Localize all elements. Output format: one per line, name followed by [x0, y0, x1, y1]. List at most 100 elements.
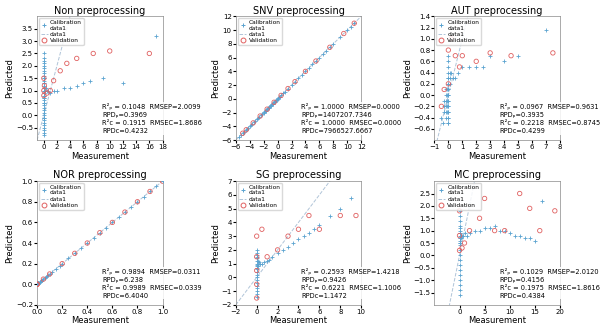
Calibration
data1 — [443, 92, 453, 98]
Calibration
data1 — [329, 41, 338, 46]
Calibration
data1 — [39, 68, 49, 73]
Calibration
data1 — [271, 98, 281, 103]
Calibration
data1 — [541, 28, 551, 33]
Calibration
data1 — [58, 261, 67, 266]
Calibration
data1 — [443, 70, 453, 75]
Calibration
data1 — [39, 95, 49, 101]
Calibration
data1 — [39, 127, 49, 133]
Calibration
data1 — [335, 34, 345, 40]
Calibration
data1 — [245, 124, 254, 129]
Calibration
data1 — [451, 75, 460, 81]
Calibration
data1 — [32, 282, 42, 287]
Validation — [460, 240, 469, 246]
Calibration
data1 — [41, 274, 50, 280]
Calibration
data1 — [445, 81, 455, 86]
Calibration
data1 — [254, 260, 263, 265]
Validation — [39, 88, 49, 93]
Calibration
data1 — [439, 104, 449, 109]
Title: SNV preprocessing: SNV preprocessing — [253, 6, 344, 16]
Calibration
data1 — [145, 189, 155, 194]
Text: R²ₚ = 1.0000  RMSEP=0.0000
RPDₚ=1407207.7346
R²ᴄ = 1.0000  RMSEC=0.0000
RPDᴄ=796: R²ₚ = 1.0000 RMSEP=0.0000 RPDₚ=1407207.7… — [301, 103, 401, 134]
Calibration
data1 — [39, 115, 49, 120]
Calibration
data1 — [32, 282, 42, 287]
Validation — [145, 51, 154, 56]
Y-axis label: Predicted: Predicted — [403, 58, 412, 98]
Calibration
data1 — [64, 256, 73, 261]
Calibration
data1 — [443, 64, 453, 70]
Calibration
data1 — [455, 248, 464, 253]
Calibration
data1 — [252, 289, 262, 294]
Calibration
data1 — [252, 266, 262, 272]
Validation — [455, 64, 464, 70]
Title: MC preprocessing: MC preprocessing — [454, 170, 541, 180]
Validation — [39, 93, 49, 98]
Calibration
data1 — [273, 96, 283, 102]
Validation — [262, 254, 272, 260]
Calibration
data1 — [445, 70, 455, 75]
Calibration
data1 — [287, 82, 296, 88]
Calibration
data1 — [441, 115, 451, 120]
Calibration
data1 — [239, 129, 249, 134]
Validation — [500, 228, 509, 233]
Calibration
data1 — [443, 98, 453, 103]
Validation — [39, 75, 49, 81]
Calibration
data1 — [443, 87, 453, 92]
Calibration
data1 — [39, 100, 49, 106]
Calibration
data1 — [349, 21, 359, 26]
Calibration
data1 — [465, 230, 475, 236]
Validation — [351, 213, 361, 218]
Calibration
data1 — [264, 105, 274, 111]
Calibration
data1 — [443, 81, 453, 86]
Calibration
data1 — [455, 240, 465, 246]
Validation — [290, 79, 300, 84]
Calibration
data1 — [442, 109, 452, 115]
Validation — [107, 220, 117, 225]
Calibration
data1 — [252, 272, 262, 277]
Calibration
data1 — [127, 204, 136, 210]
Validation — [485, 50, 495, 56]
Calibration
data1 — [293, 75, 303, 81]
Calibration
data1 — [443, 87, 453, 92]
Validation — [88, 51, 98, 56]
Calibration
data1 — [513, 53, 523, 58]
Validation — [314, 227, 324, 232]
Validation — [311, 58, 320, 64]
Calibration
data1 — [39, 132, 49, 138]
Calibration
data1 — [254, 114, 264, 119]
Validation — [58, 261, 67, 266]
Calibration
data1 — [455, 287, 464, 293]
Calibration
data1 — [304, 231, 314, 236]
Validation — [95, 230, 104, 235]
Calibration
data1 — [455, 235, 465, 241]
Calibration
data1 — [478, 64, 488, 70]
Calibration
data1 — [252, 256, 262, 261]
Calibration
data1 — [299, 233, 308, 239]
Calibration
data1 — [259, 260, 269, 265]
Calibration
data1 — [32, 282, 42, 287]
Validation — [42, 90, 52, 96]
Calibration
data1 — [442, 98, 452, 103]
Calibration
data1 — [265, 104, 275, 109]
Calibration
data1 — [308, 62, 317, 67]
Calibration
data1 — [455, 292, 464, 298]
Calibration
data1 — [252, 254, 262, 260]
Calibration
data1 — [39, 80, 49, 86]
Calibration
data1 — [455, 277, 464, 283]
Validation — [276, 93, 286, 98]
Calibration
data1 — [250, 118, 260, 123]
Calibration
data1 — [265, 257, 274, 262]
Calibration
data1 — [454, 70, 463, 75]
Validation — [301, 69, 310, 74]
Calibration
data1 — [443, 75, 453, 81]
Calibration
data1 — [256, 113, 266, 118]
Calibration
data1 — [252, 265, 262, 270]
Calibration
data1 — [274, 96, 283, 101]
Calibration
data1 — [495, 228, 505, 233]
Calibration
data1 — [346, 24, 356, 29]
Validation — [535, 228, 545, 233]
Validation — [455, 248, 464, 253]
Text: R²ₚ = 0.0967  RMSEP=0.9631
RPDₚ=0.3935
R²ᴄ = 0.2218  RMSEC=0.8745
RPDᴄ=0.4299: R²ₚ = 0.0967 RMSEP=0.9631 RPDₚ=0.3935 R²… — [500, 103, 600, 134]
Calibration
data1 — [35, 280, 44, 285]
Calibration
data1 — [151, 33, 161, 39]
Calibration
data1 — [443, 120, 453, 126]
